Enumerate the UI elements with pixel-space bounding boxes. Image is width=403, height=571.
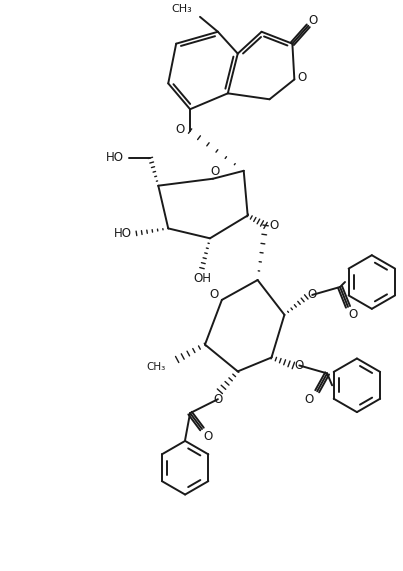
Text: HO: HO [114, 227, 131, 240]
Text: O: O [176, 123, 185, 135]
Text: CH₃: CH₃ [171, 4, 192, 14]
Text: O: O [204, 431, 212, 444]
Text: O: O [307, 288, 317, 301]
Text: O: O [309, 14, 318, 27]
Text: O: O [210, 165, 220, 178]
Text: O: O [348, 308, 357, 321]
Text: HO: HO [106, 151, 124, 164]
Text: O: O [295, 359, 304, 372]
Text: O: O [269, 219, 278, 232]
Text: CH₃: CH₃ [146, 363, 165, 372]
Text: O: O [305, 393, 314, 406]
Text: O: O [298, 71, 307, 84]
Text: O: O [209, 288, 218, 301]
Text: OH: OH [193, 272, 211, 284]
Text: O: O [213, 393, 222, 406]
